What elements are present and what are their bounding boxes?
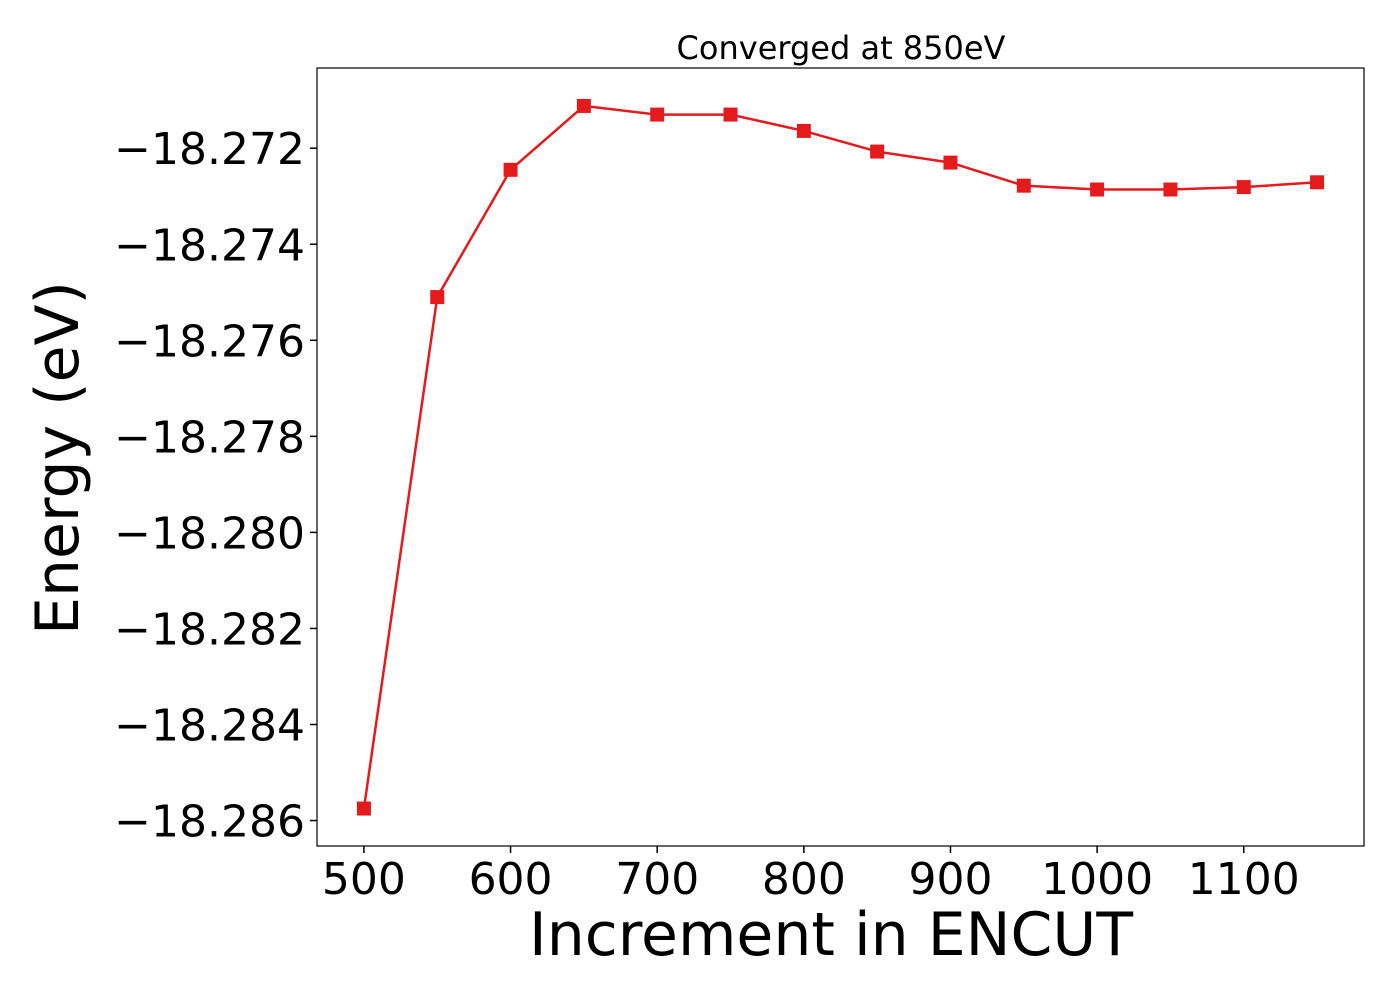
data-point-marker [356, 801, 371, 816]
data-point-marker [943, 155, 958, 170]
data-point-marker [1090, 182, 1105, 197]
data-point-marker [723, 107, 738, 122]
data-point-marker [796, 123, 811, 138]
plot-area [316, 67, 1365, 847]
y-axis-label: Energy (eV) [23, 281, 93, 635]
x-tick-label: 500 [322, 854, 406, 905]
y-tick-label: −18.276 [114, 316, 305, 367]
y-tick-label: −18.278 [114, 412, 305, 463]
y-tick-label: −18.274 [114, 220, 305, 271]
y-tick-label: −18.272 [114, 124, 305, 175]
data-point-marker [1016, 178, 1031, 193]
data-point-marker [650, 107, 665, 122]
y-tick-label: −18.280 [114, 508, 305, 559]
y-tick-label: −18.286 [114, 797, 305, 848]
series-line [362, 104, 1318, 809]
chart-title: Converged at 850eV [677, 29, 1006, 67]
x-tick-label: 1100 [1188, 854, 1300, 905]
x-axis: 500 600 700 800 900 1000 1100 [322, 846, 1300, 905]
x-axis-label: Increment in ENCUT [529, 900, 1133, 970]
x-tick-label: 1000 [1041, 854, 1153, 905]
x-tick-label: 900 [908, 854, 992, 905]
x-tick-label: 800 [762, 854, 846, 905]
data-point-marker [576, 98, 591, 113]
y-tick-label: −18.282 [114, 604, 305, 655]
y-axis: −18.272 −18.274 −18.276 −18.278 −18.280 −18.2… [114, 124, 317, 848]
data-point-marker [1236, 180, 1251, 195]
data-point-marker [503, 162, 518, 177]
data-point-marker [1310, 175, 1325, 190]
data-point-marker [870, 144, 885, 159]
data-point-marker [430, 290, 445, 305]
series-group [356, 98, 1325, 816]
data-point-marker [1163, 182, 1178, 197]
x-tick-label: 700 [615, 854, 699, 905]
x-tick-label: 600 [469, 854, 553, 905]
y-tick-label: −18.284 [114, 700, 305, 751]
